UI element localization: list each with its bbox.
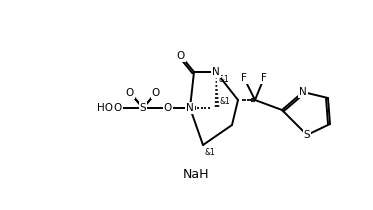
Text: N: N [299,87,307,97]
Text: O: O [114,103,122,113]
Text: NaH: NaH [183,168,209,181]
Text: &1: &1 [219,75,230,84]
Text: HO: HO [97,103,113,113]
Text: O: O [126,88,134,98]
Text: &1: &1 [205,148,216,157]
Text: S: S [140,103,146,113]
Text: &1: &1 [220,97,231,106]
Text: F: F [241,73,247,83]
Text: O: O [164,103,172,113]
Text: O: O [152,88,160,98]
Text: N: N [212,67,220,77]
Text: O: O [177,51,185,61]
Text: N: N [186,103,194,113]
Text: S: S [304,130,310,140]
Text: F: F [261,73,267,83]
